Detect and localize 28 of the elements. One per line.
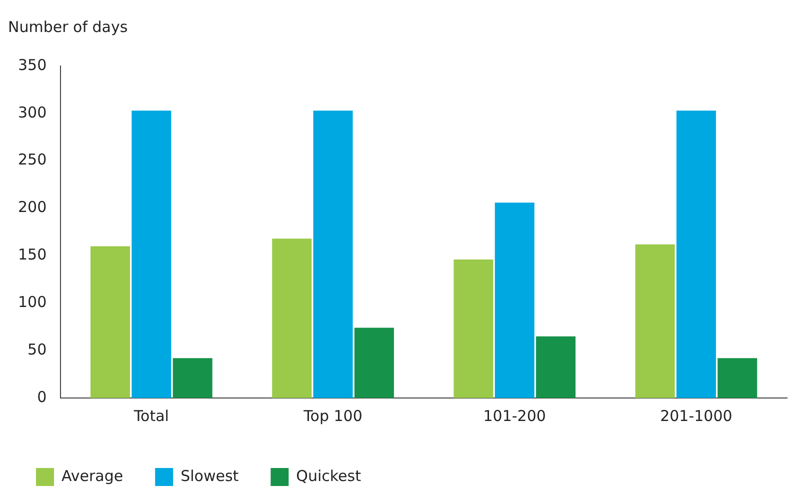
- y-tick-label: 50: [28, 340, 47, 358]
- x-tick-label: 101-200: [483, 406, 546, 425]
- bar: [354, 328, 394, 398]
- legend-label: Quickest: [296, 466, 362, 485]
- x-tick-label: Top 100: [302, 406, 362, 425]
- bar: [272, 238, 312, 398]
- x-tick-label: 201-1000: [660, 406, 732, 425]
- y-tick-label: 300: [18, 103, 47, 122]
- bar: [718, 358, 758, 398]
- bar: [313, 110, 353, 398]
- legend-label: Average: [62, 466, 124, 485]
- y-tick-label: 250: [18, 150, 47, 169]
- bar: [132, 110, 172, 398]
- bar: [454, 260, 494, 398]
- bar: [536, 336, 576, 398]
- bar: [90, 246, 130, 398]
- y-tick-label: 350: [18, 56, 47, 74]
- y-tick-label: 200: [18, 198, 47, 216]
- y-tick-label: 150: [18, 246, 47, 264]
- bar: [676, 110, 716, 398]
- y-tick-label: 100: [18, 293, 47, 312]
- bar: [494, 202, 534, 398]
- bar: [635, 244, 675, 398]
- bar: [172, 358, 212, 398]
- y-tick-label: 0: [37, 388, 47, 406]
- legend-label: Slowest: [180, 466, 239, 485]
- x-tick-label: Total: [132, 406, 169, 425]
- y-axis-title: Number of days: [8, 18, 128, 36]
